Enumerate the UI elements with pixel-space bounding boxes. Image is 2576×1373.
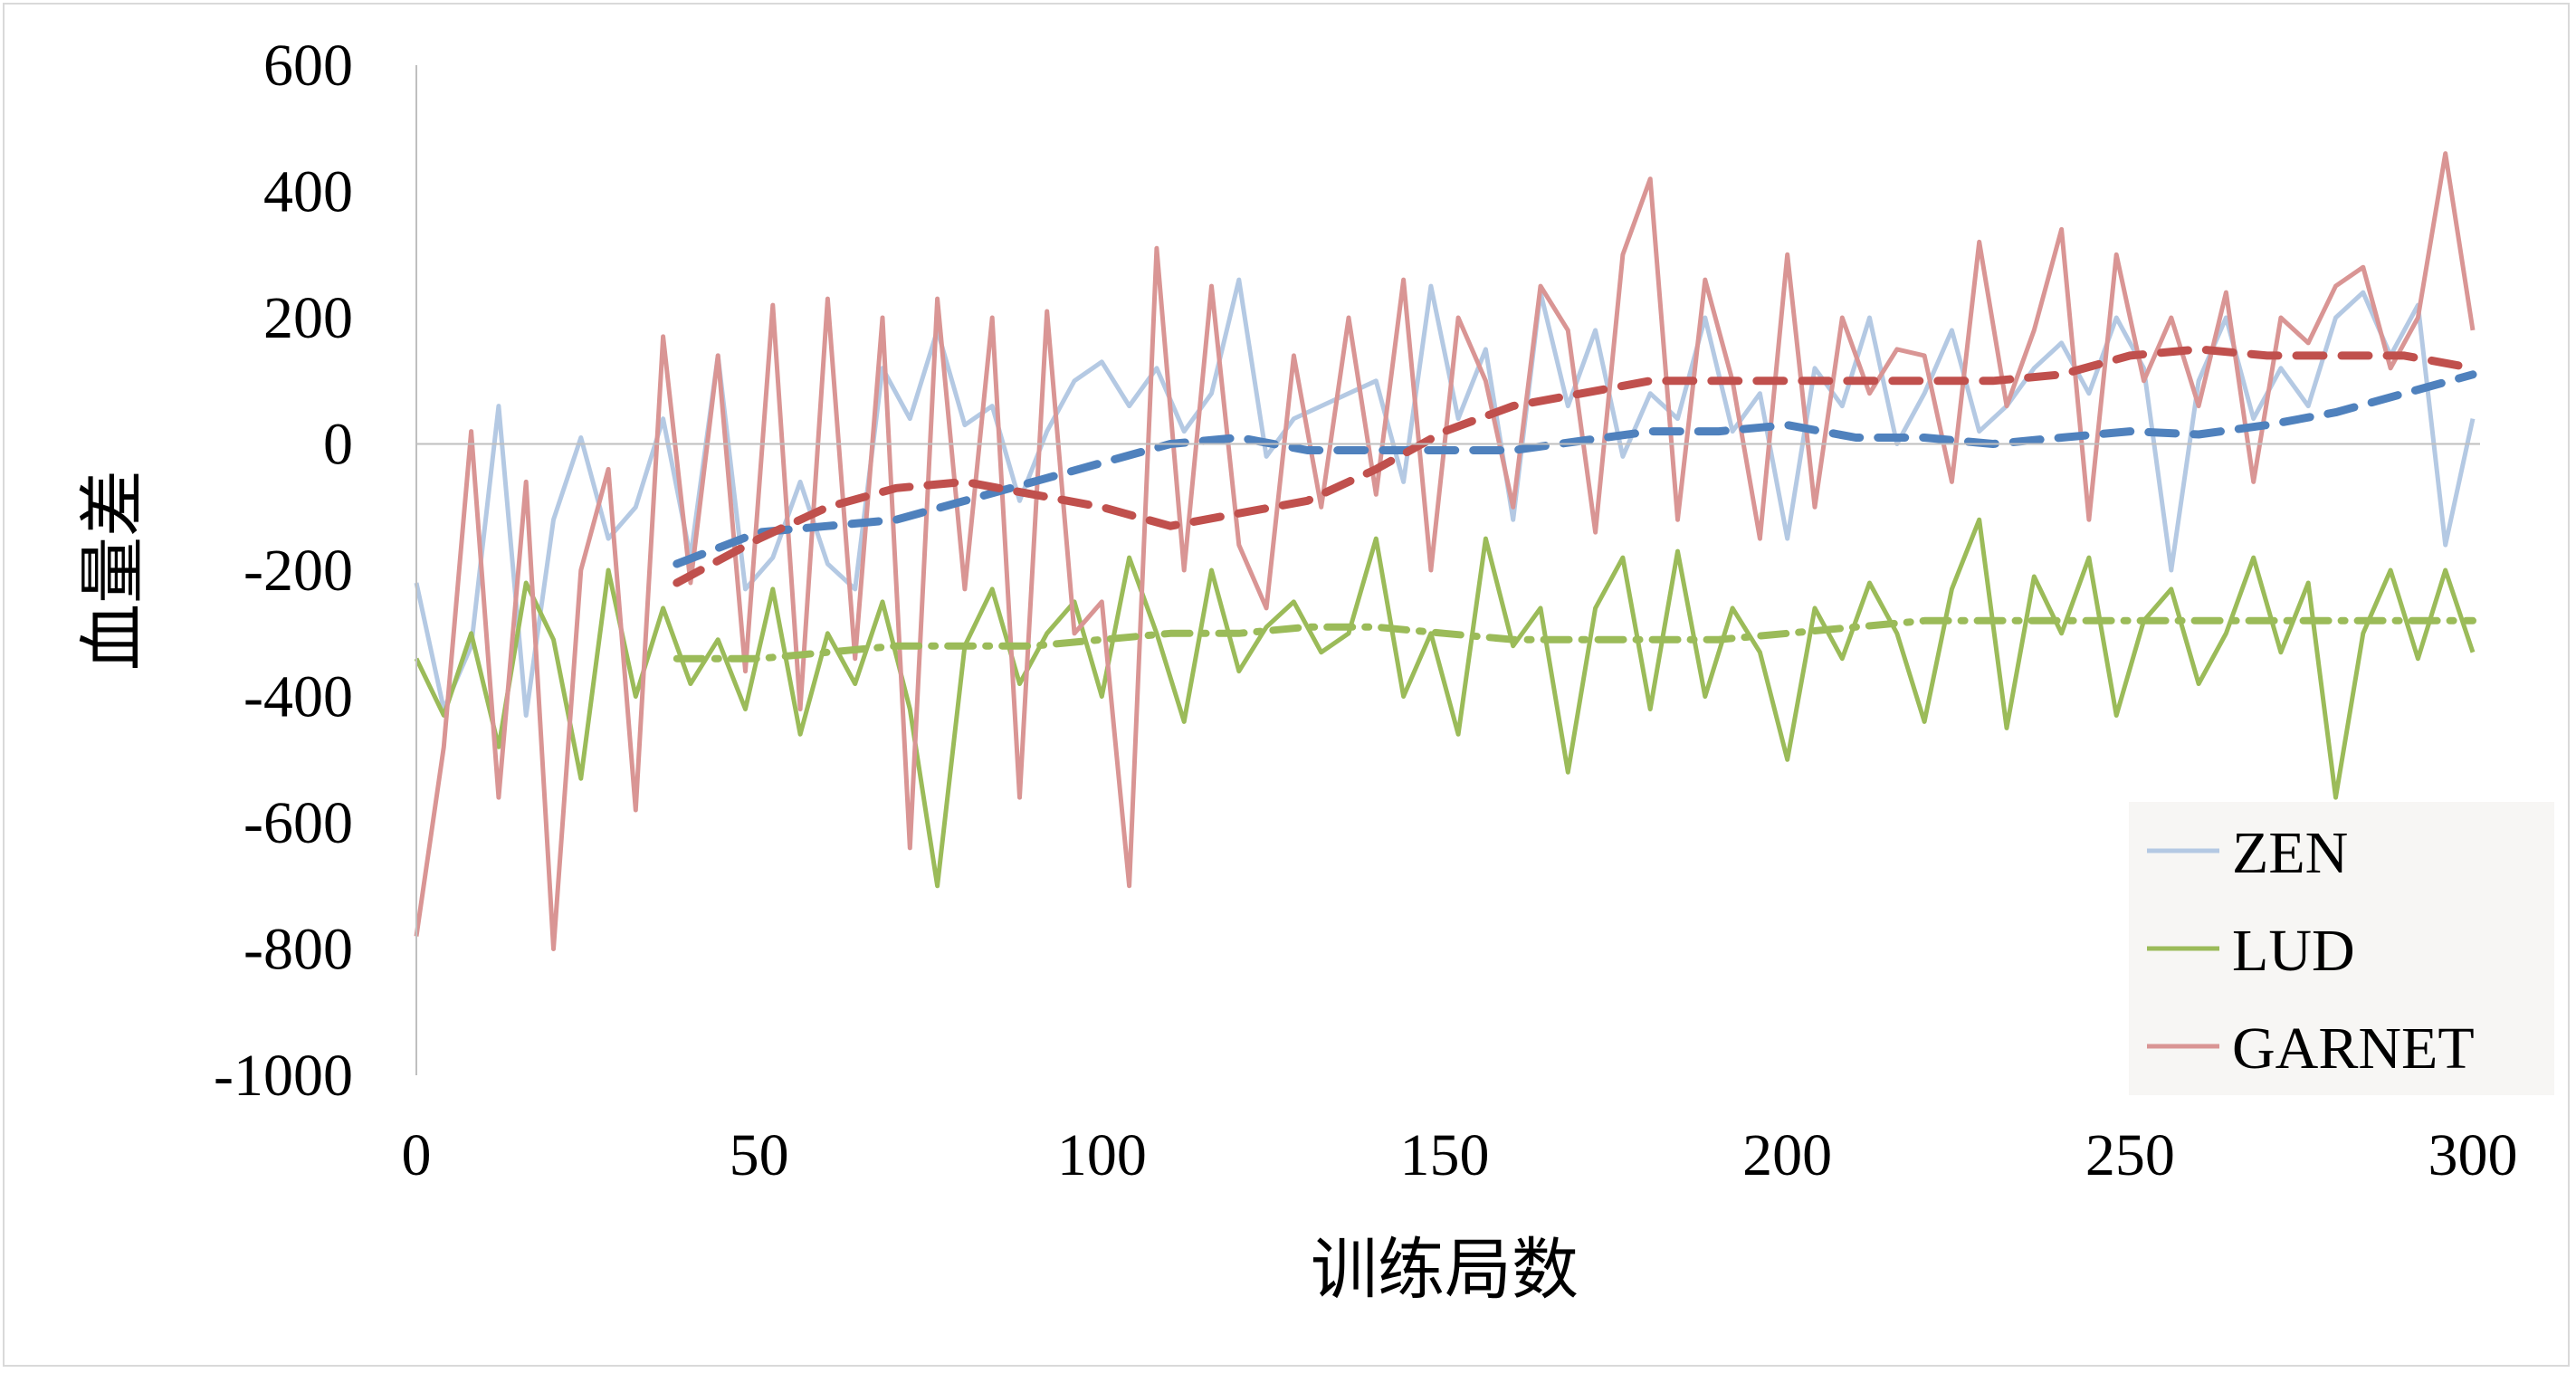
y-tick-label: -600 [243,790,353,856]
legend-label: GARNET [2232,1015,2475,1082]
x-axis-title: 训练局数 [1311,1234,1579,1308]
y-tick-label: 200 [263,285,353,351]
legend-label: LUD [2232,918,2355,984]
x-tick-label: 50 [730,1122,789,1188]
y-tick-label: -800 [243,917,353,983]
y-axis-title: 血量差 [77,470,151,671]
x-tick-label: 150 [1400,1122,1490,1188]
legend-label: ZEN [2232,820,2348,886]
y-tick-label: -200 [243,538,353,604]
x-tick-label: 200 [1742,1122,1832,1188]
y-tick-label: -1000 [214,1043,353,1109]
legend: ZEN LUD GARNET [2129,802,2554,1095]
chart-border [3,3,2570,1367]
y-tick-label: 0 [323,412,353,478]
axes: 600 400 200 0 -200 -400 -600 -800 -1000 0 50 100 150… [77,33,2518,1308]
x-tick-label: 100 [1057,1122,1147,1188]
y-tick-label: 400 [263,159,353,225]
series-line-zen [414,277,2476,718]
series-line-trend-3 [673,370,2477,568]
y-tick-label: 600 [263,33,353,99]
series-line-trend-4 [673,345,2477,587]
x-tick-label: 250 [2085,1122,2175,1188]
x-tick-label: 300 [2428,1122,2518,1188]
series-line-trend-5 [673,616,2476,663]
y-tick-label: -400 [243,664,353,730]
plot-area [414,151,2477,951]
series-line-lud [414,517,2476,889]
x-tick-label: 0 [402,1122,432,1188]
